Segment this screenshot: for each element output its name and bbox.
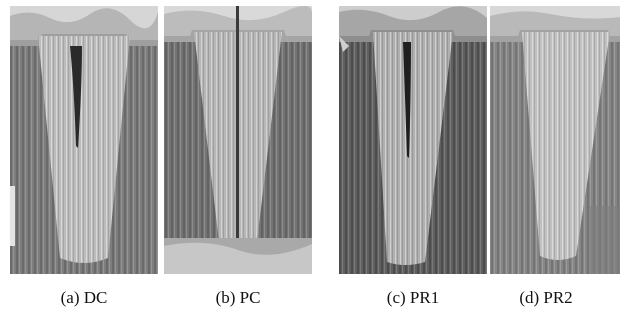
- micrograph-b-image: [164, 6, 312, 274]
- micrograph-c-image: [339, 6, 487, 274]
- micrograph-panel-b: [164, 6, 312, 274]
- micrograph-panel-c: [339, 6, 487, 274]
- caption-c: (c) PR1: [386, 288, 440, 307]
- micrograph-panel-d: [490, 6, 620, 274]
- micrograph-panel-a: [10, 6, 158, 274]
- caption-a: (a) DC: [60, 288, 108, 307]
- micrograph-a-image: [10, 6, 158, 274]
- caption-b: (b) PC: [215, 288, 261, 307]
- micrograph-d-image: [490, 6, 620, 274]
- caption-d: (d) PR2: [519, 288, 573, 307]
